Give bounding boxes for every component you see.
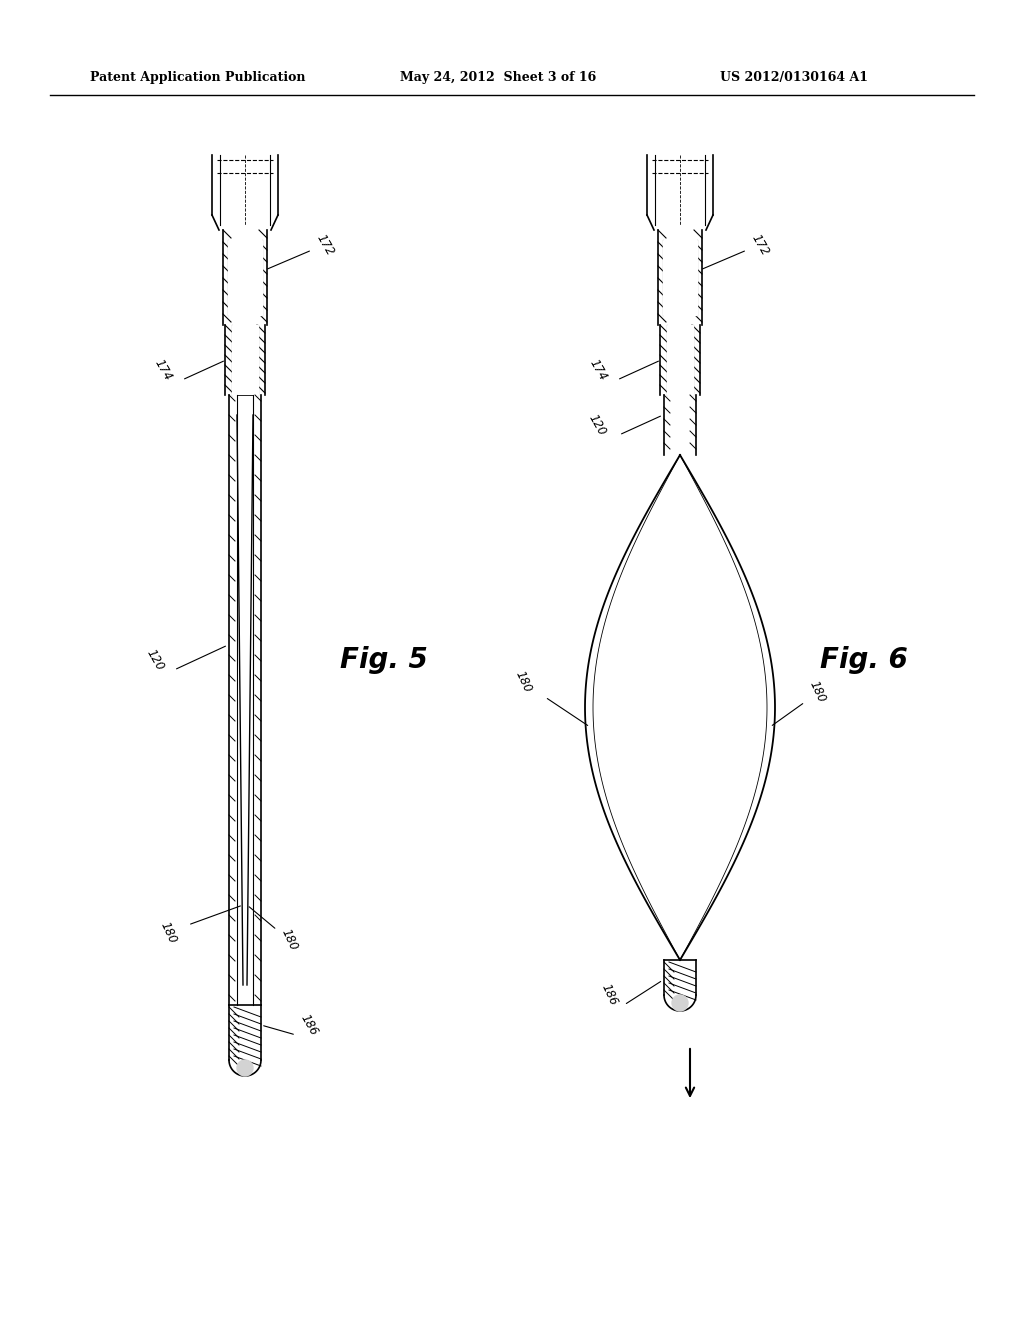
Bar — [232, 325, 258, 395]
Text: 174: 174 — [587, 356, 609, 383]
Circle shape — [237, 1060, 253, 1076]
Bar — [663, 240, 697, 315]
Text: 172: 172 — [314, 232, 337, 257]
Text: Patent Application Publication: Patent Application Publication — [90, 71, 305, 84]
Text: 186: 186 — [298, 1012, 321, 1038]
Text: 186: 186 — [599, 982, 621, 1008]
Text: 174: 174 — [152, 356, 174, 383]
Text: May 24, 2012  Sheet 3 of 16: May 24, 2012 Sheet 3 of 16 — [400, 71, 596, 84]
Text: 180: 180 — [158, 920, 179, 946]
Text: Fig. 6: Fig. 6 — [820, 645, 907, 675]
Circle shape — [672, 995, 688, 1011]
Text: 120: 120 — [144, 647, 167, 673]
Bar — [228, 240, 262, 315]
Text: 180: 180 — [513, 669, 535, 694]
Text: 172: 172 — [749, 232, 771, 257]
Text: Fig. 5: Fig. 5 — [340, 645, 428, 675]
Text: 120: 120 — [586, 412, 608, 438]
Text: 180: 180 — [279, 927, 300, 953]
Text: US 2012/0130164 A1: US 2012/0130164 A1 — [720, 71, 868, 84]
Bar — [667, 325, 693, 395]
Text: 180: 180 — [807, 678, 828, 705]
